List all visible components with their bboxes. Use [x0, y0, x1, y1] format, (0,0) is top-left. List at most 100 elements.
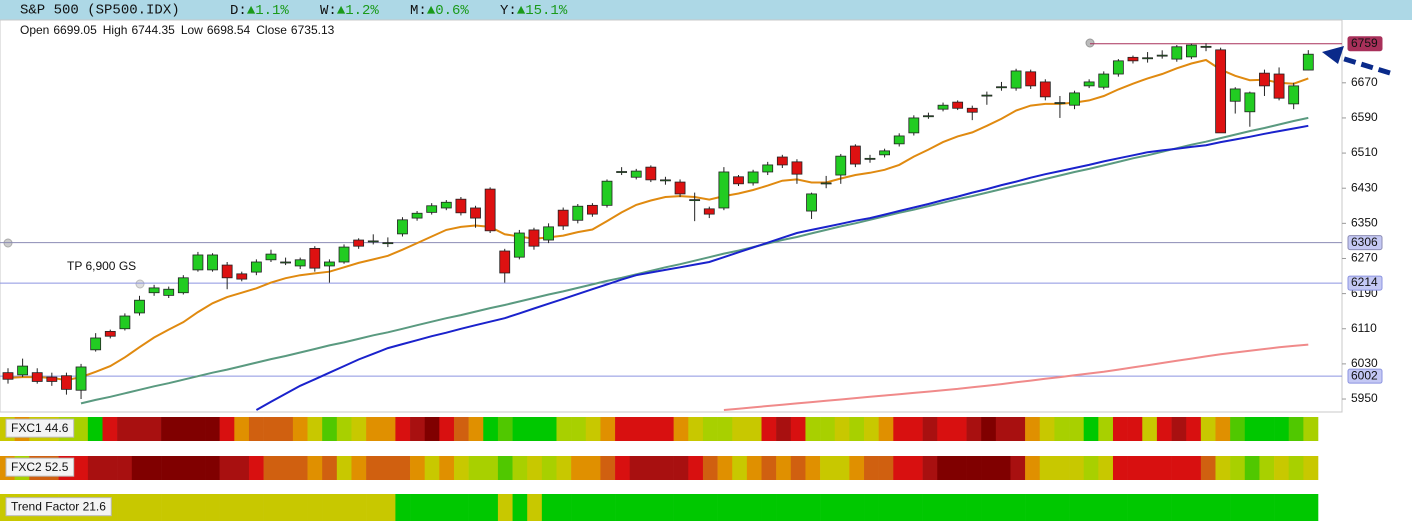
heat-cell — [746, 417, 762, 441]
heat-cell — [849, 417, 865, 441]
heat-cell — [1230, 417, 1246, 441]
candle-body — [324, 261, 335, 267]
heat-cell — [922, 494, 938, 521]
heat-cell — [219, 494, 235, 521]
heat-cell — [263, 417, 279, 441]
heat-cell — [922, 456, 938, 480]
heat-cell — [1259, 417, 1275, 441]
heat-cell — [190, 417, 206, 441]
heat-cell — [1259, 494, 1275, 521]
heat-cell — [131, 456, 147, 480]
indicator-line — [723, 343, 1309, 411]
candle-body — [528, 229, 540, 247]
heat-cell — [1054, 494, 1070, 521]
heat-cell — [995, 456, 1011, 480]
heat-cell — [893, 456, 909, 480]
candle-body — [835, 155, 847, 176]
heat-cell — [541, 456, 557, 480]
heat-cell — [556, 417, 572, 441]
chart-title: S&P 500 (SP500.IDX) — [20, 3, 180, 19]
candle-body — [849, 145, 861, 165]
heat-cell — [790, 494, 806, 521]
stat-label: Y: — [500, 3, 517, 19]
heat-cell — [439, 456, 455, 480]
candle-body — [192, 254, 204, 271]
heat-cell — [688, 417, 704, 441]
indicator-label: FXC1 44.6 — [11, 421, 69, 435]
heat-cell — [761, 456, 777, 480]
heat-cell — [644, 456, 660, 480]
heat-cell — [131, 417, 147, 441]
heat-cell — [439, 494, 455, 521]
ohlc-value: 6744.35 — [131, 23, 175, 37]
heat-cell — [424, 456, 440, 480]
heat-cell — [1127, 417, 1143, 441]
heat-cell — [878, 494, 894, 521]
candle-body — [893, 135, 905, 145]
candle-body — [601, 180, 613, 206]
heat-cell — [468, 456, 484, 480]
heat-cell — [1200, 494, 1216, 521]
heat-cell — [615, 417, 631, 441]
heat-cell — [966, 456, 982, 480]
heat-cell — [776, 494, 792, 521]
heat-cell — [1200, 417, 1216, 441]
candle-body — [879, 150, 890, 156]
heat-cell — [336, 494, 352, 521]
heat-cell — [351, 494, 367, 521]
heat-cell — [336, 417, 352, 441]
candle-body — [952, 101, 964, 109]
heat-cell — [234, 417, 250, 441]
heat-cell — [205, 494, 220, 521]
candle-body — [499, 250, 511, 274]
ohlc-label: High — [103, 23, 128, 37]
heat-cell — [878, 417, 894, 441]
heat-cell — [1259, 456, 1275, 480]
heat-cell — [1244, 456, 1260, 480]
heat-cell — [1069, 456, 1084, 480]
heat-cell — [585, 494, 601, 521]
heat-cell — [1054, 456, 1070, 480]
heat-cell — [248, 417, 264, 441]
heat-cell — [366, 417, 382, 441]
y-tick-label: 5950 — [1351, 391, 1378, 405]
heat-cell — [131, 494, 147, 521]
heat-cell — [1025, 417, 1041, 441]
indicator-label-box — [5, 497, 112, 517]
heat-cell — [351, 456, 367, 480]
candle-body — [294, 259, 306, 267]
level-tag — [1347, 235, 1383, 251]
heat-cell — [644, 494, 660, 521]
heat-cell — [893, 494, 909, 521]
heat-cell — [937, 456, 953, 480]
level-tag — [1347, 36, 1383, 52]
heat-cell — [453, 456, 469, 480]
heat-cell — [1054, 417, 1070, 441]
y-tick-label: 6510 — [1351, 145, 1378, 159]
heat-cell — [483, 417, 499, 441]
candle-body — [426, 205, 438, 213]
candle-body — [177, 277, 189, 294]
heat-cell — [307, 494, 323, 521]
heat-cell — [732, 417, 748, 441]
candle-body — [806, 193, 817, 212]
heat-cell — [366, 456, 382, 480]
candle-body — [1171, 46, 1183, 60]
heat-cell — [278, 494, 294, 521]
heat-cell — [468, 494, 484, 521]
heat-cell — [600, 456, 616, 480]
heat-cell — [907, 494, 923, 521]
heat-cell — [117, 456, 133, 480]
stat-change: ▲15.1% — [517, 3, 568, 19]
heat-cell — [615, 494, 631, 521]
level-label: 6002 — [1351, 368, 1378, 382]
heat-cell — [732, 494, 748, 521]
heat-cell — [161, 494, 177, 521]
heat-cell — [966, 417, 982, 441]
candle-body — [397, 219, 408, 235]
level-handle — [135, 279, 145, 289]
heat-cell — [1215, 417, 1231, 441]
candle-body — [221, 264, 233, 279]
heat-cell — [527, 494, 543, 521]
heat-cell — [1230, 494, 1246, 521]
